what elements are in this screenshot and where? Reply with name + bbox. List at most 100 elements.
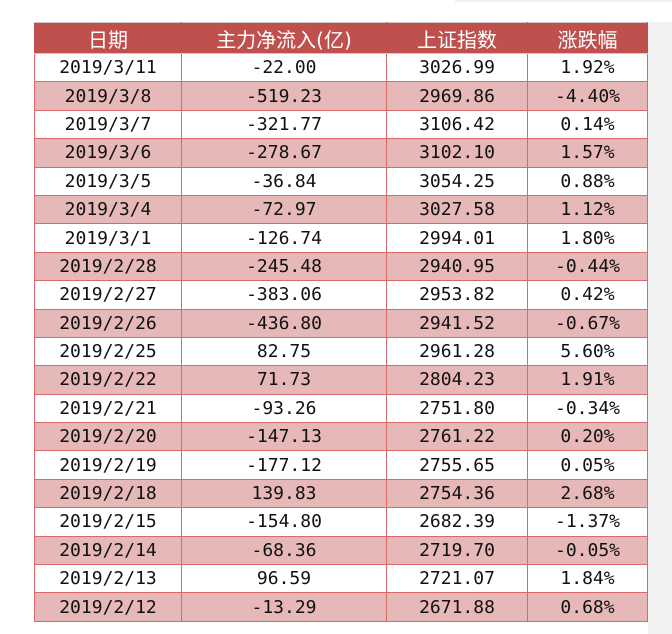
cell-shanghai-index[interactable]: 2751.80 xyxy=(386,393,528,424)
cell-main-net-inflow[interactable]: -321.77 xyxy=(181,109,387,140)
table-row: 2019/2/25 82.75 2961.28 5.60% xyxy=(34,336,648,367)
table-row: 2019/2/28 -245.48 2940.95 -0.44% xyxy=(34,251,648,282)
cell-main-net-inflow[interactable]: -177.12 xyxy=(181,450,387,480)
cell-change-pct[interactable]: 0.20% xyxy=(527,422,648,452)
cell-main-net-inflow[interactable]: -436.80 xyxy=(181,308,387,338)
cell-date[interactable]: 2019/3/1 xyxy=(34,223,182,253)
cell-date[interactable]: 2019/3/8 xyxy=(34,81,182,111)
cell-shanghai-index[interactable]: 3102.10 xyxy=(386,138,528,168)
cell-main-net-inflow[interactable]: -22.00 xyxy=(181,52,387,83)
table-row: 2019/3/8 -519.23 2969.86 -4.40% xyxy=(34,81,648,111)
cell-main-net-inflow[interactable]: -126.74 xyxy=(181,223,387,253)
cell-change-pct[interactable]: 1.92% xyxy=(527,52,648,83)
cell-main-net-inflow[interactable]: -72.97 xyxy=(181,194,387,225)
cell-shanghai-index[interactable]: 2953.82 xyxy=(386,280,528,310)
cell-shanghai-index[interactable]: 3027.58 xyxy=(386,194,528,225)
cell-change-pct[interactable]: 0.68% xyxy=(527,592,648,622)
cell-main-net-inflow[interactable]: -93.26 xyxy=(181,393,387,424)
cell-main-net-inflow[interactable]: 82.75 xyxy=(181,336,387,367)
cell-shanghai-index[interactable]: 2994.01 xyxy=(386,223,528,253)
cell-main-net-inflow[interactable]: 96.59 xyxy=(181,564,387,594)
cell-shanghai-index[interactable]: 2940.95 xyxy=(386,251,528,282)
cell-shanghai-index[interactable]: 3054.25 xyxy=(386,166,528,196)
cell-date[interactable]: 2019/2/27 xyxy=(34,280,182,310)
cell-date[interactable]: 2019/3/6 xyxy=(34,138,182,168)
header-main-net-inflow: 主力净流入(亿) xyxy=(181,22,387,54)
header-row: 日期 主力净流入(亿) 上证指数 涨跌幅 xyxy=(34,22,648,54)
cell-main-net-inflow[interactable]: -519.23 xyxy=(181,81,387,111)
cell-shanghai-index[interactable]: 3106.42 xyxy=(386,109,528,140)
cell-date[interactable]: 2019/2/13 xyxy=(34,564,182,594)
cell-date[interactable]: 2019/2/26 xyxy=(34,308,182,338)
cell-change-pct[interactable]: -0.44% xyxy=(527,251,648,282)
table-row: 2019/2/18 139.83 2754.36 2.68% xyxy=(34,478,648,509)
header-date: 日期 xyxy=(34,22,182,54)
cell-main-net-inflow[interactable]: -383.06 xyxy=(181,280,387,310)
cell-date[interactable]: 2019/2/28 xyxy=(34,251,182,282)
cell-change-pct[interactable]: 5.60% xyxy=(527,336,648,367)
cell-main-net-inflow[interactable]: -68.36 xyxy=(181,535,387,566)
cell-main-net-inflow[interactable]: -147.13 xyxy=(181,422,387,452)
cell-shanghai-index[interactable]: 2941.52 xyxy=(386,308,528,338)
cell-change-pct[interactable]: 0.05% xyxy=(527,450,648,480)
cell-shanghai-index[interactable]: 2961.28 xyxy=(386,336,528,367)
cell-date[interactable]: 2019/2/15 xyxy=(34,507,182,537)
table-row: 2019/3/6 -278.67 3102.10 1.57% xyxy=(34,138,648,168)
cell-change-pct[interactable]: 1.84% xyxy=(527,564,648,594)
cell-change-pct[interactable]: 2.68% xyxy=(527,478,648,509)
cell-shanghai-index[interactable]: 2804.23 xyxy=(386,365,528,395)
cell-change-pct[interactable]: 0.14% xyxy=(527,109,648,140)
cell-change-pct[interactable]: -1.37% xyxy=(527,507,648,537)
cell-change-pct[interactable]: 0.42% xyxy=(527,280,648,310)
cell-change-pct[interactable]: 1.57% xyxy=(527,138,648,168)
cell-date[interactable]: 2019/2/22 xyxy=(34,365,182,395)
cell-main-net-inflow[interactable]: -245.48 xyxy=(181,251,387,282)
cell-change-pct[interactable]: 1.12% xyxy=(527,194,648,225)
table-row: 2019/2/26 -436.80 2941.52 -0.67% xyxy=(34,308,648,338)
cell-change-pct[interactable]: -0.34% xyxy=(527,393,648,424)
cell-shanghai-index[interactable]: 2754.36 xyxy=(386,478,528,509)
top-bar xyxy=(455,0,672,2)
table-row: 2019/3/7 -321.77 3106.42 0.14% xyxy=(34,109,648,140)
cell-change-pct[interactable]: -4.40% xyxy=(527,81,648,111)
table-row: 2019/2/21 -93.26 2751.80 -0.34% xyxy=(34,393,648,424)
cell-date[interactable]: 2019/2/20 xyxy=(34,422,182,452)
cell-shanghai-index[interactable]: 3026.99 xyxy=(386,52,528,83)
cell-main-net-inflow[interactable]: -13.29 xyxy=(181,592,387,622)
cell-date[interactable]: 2019/2/25 xyxy=(34,336,182,367)
cell-date[interactable]: 2019/3/11 xyxy=(34,52,182,83)
cell-date[interactable]: 2019/3/4 xyxy=(34,194,182,225)
cell-change-pct[interactable]: 1.80% xyxy=(527,223,648,253)
cell-main-net-inflow[interactable]: -36.84 xyxy=(181,166,387,196)
table-row: 2019/2/19 -177.12 2755.65 0.05% xyxy=(34,450,648,480)
cell-date[interactable]: 2019/3/5 xyxy=(34,166,182,196)
cell-main-net-inflow[interactable]: 71.73 xyxy=(181,365,387,395)
cell-shanghai-index[interactable]: 2721.07 xyxy=(386,564,528,594)
cell-shanghai-index[interactable]: 2719.70 xyxy=(386,535,528,566)
table-row: 2019/2/27 -383.06 2953.82 0.42% xyxy=(34,280,648,310)
cell-change-pct[interactable]: -0.67% xyxy=(527,308,648,338)
table-row: 2019/2/20 -147.13 2761.22 0.20% xyxy=(34,422,648,452)
cell-shanghai-index[interactable]: 2969.86 xyxy=(386,81,528,111)
cell-shanghai-index[interactable]: 2755.65 xyxy=(386,450,528,480)
cell-shanghai-index[interactable]: 2682.39 xyxy=(386,507,528,537)
header-shanghai-index: 上证指数 xyxy=(386,22,528,54)
fund-flow-table: 日期 主力净流入(亿) 上证指数 涨跌幅 2019/3/11 -22.00 3026.99… xyxy=(34,22,648,622)
cell-date[interactable]: 2019/3/7 xyxy=(34,109,182,140)
cell-change-pct[interactable]: -0.05% xyxy=(527,535,648,566)
cell-date[interactable]: 2019/2/19 xyxy=(34,450,182,480)
table-row: 2019/2/12 -13.29 2671.88 0.68% xyxy=(34,592,648,622)
cell-date[interactable]: 2019/2/14 xyxy=(34,535,182,566)
cell-date[interactable]: 2019/2/18 xyxy=(34,478,182,509)
cell-change-pct[interactable]: 1.91% xyxy=(527,365,648,395)
cell-date[interactable]: 2019/2/12 xyxy=(34,592,182,622)
table-row: 2019/3/11 -22.00 3026.99 1.92% xyxy=(34,52,648,83)
cell-date[interactable]: 2019/2/21 xyxy=(34,393,182,424)
cell-change-pct[interactable]: 0.88% xyxy=(527,166,648,196)
cell-shanghai-index[interactable]: 2671.88 xyxy=(386,592,528,622)
cell-main-net-inflow[interactable]: -278.67 xyxy=(181,138,387,168)
cell-main-net-inflow[interactable]: 139.83 xyxy=(181,478,387,509)
cell-shanghai-index[interactable]: 2761.22 xyxy=(386,422,528,452)
cell-main-net-inflow[interactable]: -154.80 xyxy=(181,507,387,537)
table-row: 2019/2/15 -154.80 2682.39 -1.37% xyxy=(34,507,648,537)
